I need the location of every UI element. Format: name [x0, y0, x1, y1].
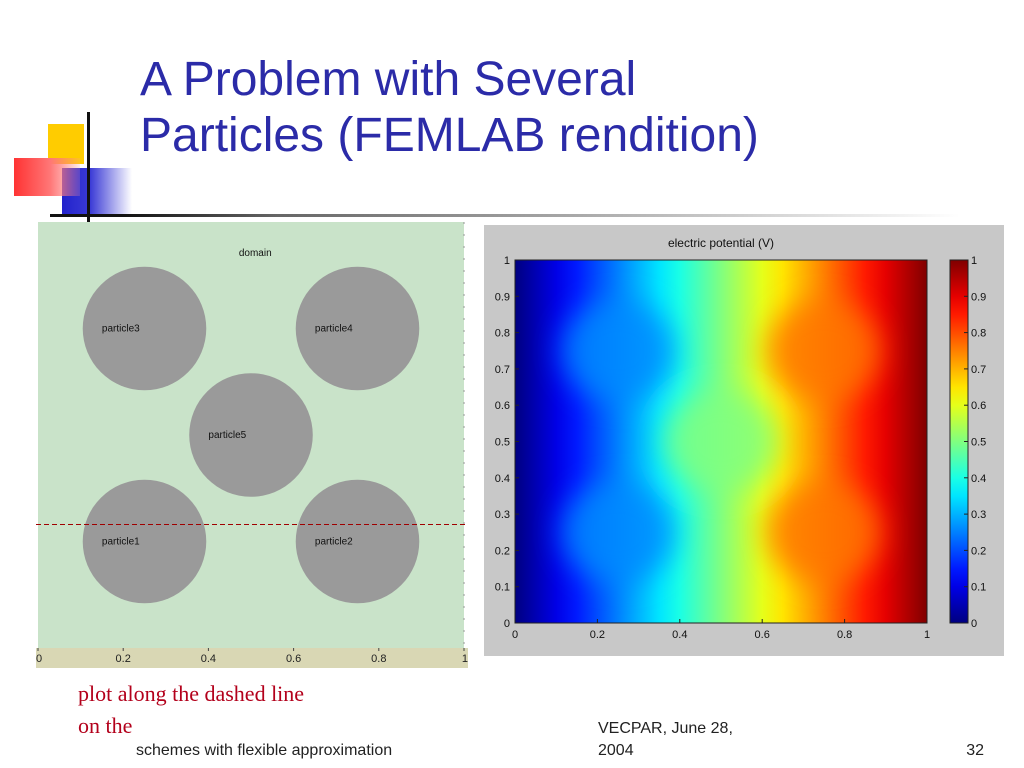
slide-title: A Problem with Several Particles (FEMLAB…	[140, 53, 759, 162]
particle1-circle	[82, 479, 207, 604]
geometry-x-tick-label: 0	[36, 653, 42, 665]
geometry-x-tick-label: 0.8	[371, 653, 386, 665]
heatmap-y-tick-label: 0.5	[495, 437, 510, 449]
particle4-circle	[295, 266, 420, 391]
heatmap-particle-1	[561, 300, 675, 401]
heatmap-x-tick-label: 0.6	[755, 629, 770, 641]
colorbar-tick-label: 0.3	[971, 509, 986, 521]
geometry-x-tick-label: 0.2	[116, 653, 131, 665]
heatmap-particle-4	[561, 482, 675, 583]
logo-yellow-square	[48, 124, 84, 164]
logo-vertical-line	[87, 112, 90, 224]
colorbar-tick-label: 0.7	[971, 364, 986, 376]
particle5-circle	[189, 373, 313, 497]
heatmap-y-tick-label: 0.3	[495, 509, 510, 521]
domain-label: domain	[239, 248, 272, 259]
logo-red-bar	[14, 158, 80, 196]
geometry-plot: domain particle3 particle4 particle5 particl…	[36, 222, 468, 668]
colorbar-tick-label: 0.1	[971, 582, 986, 594]
title-underline	[50, 214, 960, 217]
x-axis-strip	[36, 648, 468, 668]
heatmap-y-tick-label: 0.6	[495, 400, 510, 412]
particle3-circle	[82, 266, 207, 391]
heatmap-title: electric potential (V)	[668, 236, 774, 250]
footer-overlap-cover	[136, 714, 386, 741]
particle5-label: particle5	[208, 430, 246, 441]
colorbar-tick-label: 0.4	[971, 473, 986, 485]
particle1-label: particle1	[102, 537, 140, 548]
heatmap-y-tick-label: 0.8	[495, 328, 510, 340]
heatmap-y-tick-label: 0	[504, 618, 510, 630]
page-number: 32	[966, 742, 984, 759]
colorbar-tick-label: 0.8	[971, 328, 986, 340]
heatmap-y-tick-label: 0.9	[495, 291, 510, 303]
heatmap-x-tick-label: 0.4	[672, 629, 687, 641]
heatmap-x-tick-label: 0	[512, 629, 518, 641]
footer-conference: VECPAR, June 28, 2004	[598, 720, 733, 759]
particle2-label: particle2	[315, 537, 353, 548]
colorbar-tick-label: 0.9	[971, 291, 986, 303]
colorbar-tick-label: 1	[971, 255, 977, 267]
geometry-x-tick-label: 1	[462, 653, 468, 665]
potential-plot: electric potential (V) 0 0.1 0.2 0.3 0.4 0.5 0.…	[484, 225, 1004, 656]
heatmap-y-tick-label: 0.2	[495, 545, 510, 557]
heatmap-y-tick-label: 0.7	[495, 364, 510, 376]
heatmap-y-tick-label: 0.4	[495, 473, 510, 485]
heatmap-x-tick-label: 0.2	[590, 629, 605, 641]
potential-plot-svg: electric potential (V) 0 0.1 0.2 0.3 0.4 0.5 0.…	[495, 236, 987, 641]
particle3-label: particle3	[102, 324, 140, 335]
heatmap-particles	[561, 300, 881, 583]
particle4-label: particle4	[315, 324, 353, 335]
colorbar-tick-label: 0.6	[971, 400, 986, 412]
geometry-plot-svg: domain particle3 particle4 particle5 particl…	[36, 222, 468, 668]
heatmap-y-tick-label: 1	[504, 255, 510, 267]
geometry-x-tick-label: 0.4	[201, 653, 216, 665]
heatmap-particle-3	[664, 391, 778, 492]
heatmap-particle-2	[767, 300, 881, 401]
geometry-x-tick-label: 0.6	[286, 653, 301, 665]
colorbar-tick-label: 0	[971, 618, 977, 630]
particle2-circle	[295, 479, 420, 604]
heatmap-x-tick-label: 0.8	[837, 629, 852, 641]
colorbar-tick-label: 0.2	[971, 545, 986, 557]
heatmap-y-tick-label: 0.1	[495, 582, 510, 594]
colorbar-tick-label: 0.5	[971, 437, 986, 449]
heatmap-x-tick-label: 1	[924, 629, 930, 641]
note-line-1: plot along the dashed line	[78, 681, 305, 706]
heatmap-particle-5	[767, 482, 881, 583]
